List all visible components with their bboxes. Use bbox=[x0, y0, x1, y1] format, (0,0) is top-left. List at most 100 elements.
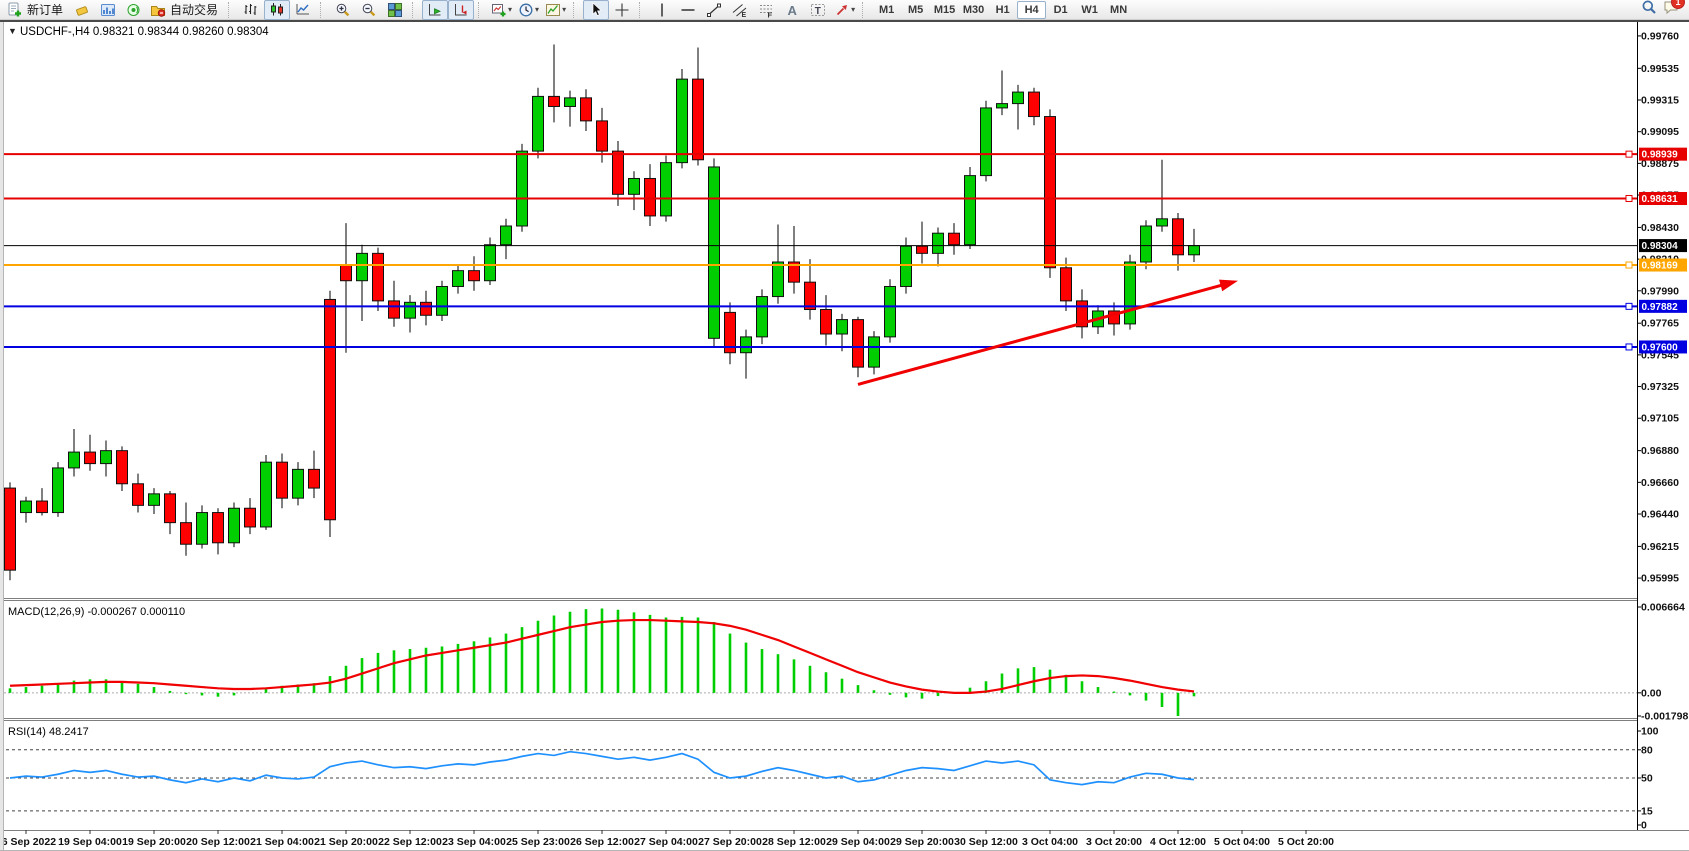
signals-icon bbox=[127, 3, 140, 16]
svg-text:A: A bbox=[788, 3, 798, 18]
timeframe-button-w1[interactable]: W1 bbox=[1081, 3, 1098, 16]
candle-body bbox=[676, 78, 688, 164]
toolbar-button-horizontal-line[interactable] bbox=[675, 0, 701, 20]
candle-body bbox=[980, 107, 992, 177]
time-tick-label: 26 Sep 12:00 bbox=[570, 836, 634, 848]
candle-body bbox=[36, 500, 48, 514]
toolbar-button-zoom-out[interactable] bbox=[356, 0, 382, 20]
price-tick-label: 0.97765 bbox=[1641, 318, 1679, 330]
toolbar-button-equidistant-channel[interactable]: E bbox=[727, 0, 753, 20]
macd-tick-label: 0.00 bbox=[1641, 687, 1662, 699]
candle-body bbox=[1156, 218, 1168, 227]
text-label-icon: T bbox=[811, 3, 826, 17]
toolbar-button-cursor[interactable] bbox=[583, 0, 610, 20]
price-tick-label: 0.97105 bbox=[1641, 413, 1679, 425]
time-tick-label: 4 Oct 12:00 bbox=[1150, 836, 1206, 848]
candle-body bbox=[740, 336, 752, 354]
toolbar-separator bbox=[639, 1, 646, 18]
svg-text:F: F bbox=[768, 10, 773, 18]
toolbar-button-text[interactable]: A bbox=[779, 0, 805, 20]
toolbar-separator bbox=[228, 1, 235, 18]
chart-area: 0.99760 0.99535 0.99315 0.99095 0.98875 0.986… bbox=[0, 22, 1689, 851]
price-tick-label: 0.99095 bbox=[1641, 126, 1679, 138]
time-tick-label: 20 Sep 12:00 bbox=[186, 836, 250, 848]
autotrading-icon bbox=[151, 5, 166, 17]
toolbar-button-signals[interactable] bbox=[121, 0, 147, 20]
candle-body bbox=[1028, 91, 1040, 118]
macd-tick-label: 0.006664 bbox=[1641, 602, 1685, 614]
candle-body bbox=[756, 296, 768, 338]
line-price-label-text: 0.97600 bbox=[1642, 342, 1679, 353]
toolbar-button-tile-windows[interactable] bbox=[382, 0, 408, 20]
time-tick-label: 22 Sep 12:00 bbox=[378, 836, 442, 848]
price-tick-label: 0.96440 bbox=[1641, 509, 1679, 521]
toolbar-button-profiles[interactable] bbox=[95, 0, 121, 20]
toolbar-button-fibonacci[interactable]: F bbox=[753, 0, 779, 20]
candle-body bbox=[1012, 91, 1024, 105]
candle-body bbox=[404, 301, 416, 319]
dropdown-caret-icon: ▾ bbox=[562, 4, 567, 14]
candle-body bbox=[132, 483, 144, 506]
trend-arrow-line[interactable] bbox=[857, 282, 1225, 386]
toolbar-button-zoom-in[interactable] bbox=[330, 0, 356, 20]
timeframe-button-m1[interactable]: M1 bbox=[878, 3, 895, 16]
toolbar-button-text-label[interactable]: T bbox=[805, 0, 831, 20]
toolbar-button-vertical-line[interactable] bbox=[649, 0, 675, 20]
price-axis-background bbox=[1638, 22, 1689, 830]
timeframe-button-m30[interactable]: M30 bbox=[962, 3, 985, 16]
candle-body bbox=[308, 468, 320, 489]
timeframe-button-d1[interactable]: D1 bbox=[1053, 3, 1068, 16]
time-tick-label: 25 Sep 23:00 bbox=[506, 836, 570, 848]
toolbar-button-new-order[interactable]: 新订单 bbox=[4, 0, 69, 20]
toolbar-button-auto-scroll[interactable] bbox=[422, 0, 449, 20]
pane-separator[interactable] bbox=[0, 718, 1689, 721]
candle-body bbox=[260, 461, 272, 528]
bar-chart-icon bbox=[244, 3, 257, 15]
toolbar-button-label: 新订单 bbox=[27, 3, 64, 17]
toolbar-button-candlestick-chart[interactable] bbox=[264, 0, 291, 20]
toolbar-button-chart-shift[interactable] bbox=[448, 0, 475, 20]
line-anchor-handle[interactable] bbox=[1625, 343, 1633, 351]
candle-body bbox=[836, 319, 848, 335]
candle-body bbox=[116, 450, 128, 485]
line-anchor-handle[interactable] bbox=[1625, 302, 1633, 310]
price-tick-label: 0.97325 bbox=[1641, 381, 1679, 393]
timeframe-button-mn[interactable]: MN bbox=[1110, 3, 1128, 16]
line-anchor-handle[interactable] bbox=[1625, 194, 1633, 202]
toolbar-button-templates[interactable]: ▾ bbox=[542, 0, 569, 20]
window-divider bbox=[0, 20, 1689, 22]
toolbar-button-line-chart[interactable] bbox=[290, 0, 316, 20]
rsi-tick-label: 80 bbox=[1641, 744, 1653, 756]
toolbar-button-bar-chart[interactable] bbox=[238, 0, 264, 20]
candle-body bbox=[708, 166, 720, 339]
toolbar-button-chat[interactable]: 1 bbox=[1663, 0, 1685, 20]
toolbar-button-autotrading[interactable]: 自动交易 bbox=[147, 0, 224, 20]
time-tick-label: 23 Sep 04:00 bbox=[442, 836, 506, 848]
toolbar-button-periods[interactable]: ▾ bbox=[515, 0, 542, 20]
line-anchor-handle[interactable] bbox=[1625, 150, 1633, 158]
candle-body bbox=[996, 103, 1008, 109]
chart-title-ohlc: USDCHF-,H4 0.98321 0.98344 0.98260 0.983… bbox=[20, 26, 269, 38]
timeframe-button-m15[interactable]: M15 bbox=[933, 3, 956, 16]
toolbar-button-arrows[interactable]: ▾ bbox=[831, 0, 858, 20]
candle-body bbox=[20, 500, 32, 514]
toolbar-button-eraser[interactable] bbox=[69, 0, 95, 20]
timeframe-button-h1[interactable]: H1 bbox=[995, 3, 1010, 16]
time-tick-label: 30 Sep 12:00 bbox=[954, 836, 1018, 848]
trend-arrow-head[interactable] bbox=[1219, 279, 1238, 292]
candle-body bbox=[1172, 218, 1184, 256]
candle-body bbox=[580, 97, 592, 122]
timeframe-button-m5[interactable]: M5 bbox=[907, 3, 924, 16]
trendline-icon bbox=[707, 3, 722, 17]
toolbar-button-new-chart[interactable]: ▾ bbox=[488, 0, 515, 20]
rsi-tick-label: 15 bbox=[1641, 805, 1653, 817]
price-tick-label: 0.99315 bbox=[1641, 95, 1679, 107]
timeframe-button-h4[interactable]: H4 bbox=[1017, 0, 1047, 19]
toolbar-button-search[interactable] bbox=[1641, 0, 1657, 20]
toolbar-button-crosshair[interactable] bbox=[609, 0, 635, 20]
line-anchor-handle[interactable] bbox=[1625, 261, 1633, 269]
toolbar-button-trendline[interactable] bbox=[701, 0, 727, 20]
rsi-tick-label: 100 bbox=[1641, 726, 1659, 738]
pane-separator[interactable] bbox=[0, 598, 1689, 601]
